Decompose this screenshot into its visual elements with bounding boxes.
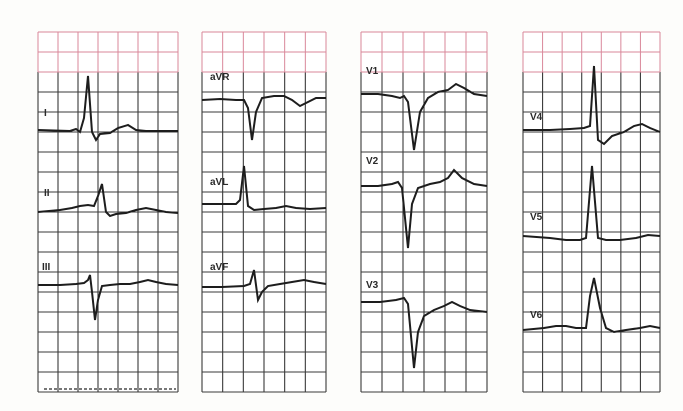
ecg-trace-lead-avl bbox=[202, 165, 327, 212]
panel-limb-leads: I II III bbox=[37, 31, 179, 393]
ecg-trace-lead-ii bbox=[37, 183, 179, 218]
ecg-trace-lead-i bbox=[37, 75, 178, 142]
grid-lines bbox=[360, 31, 488, 393]
lead-label-v2: V2 bbox=[366, 156, 379, 167]
ecg-trace-lead-v3 bbox=[361, 296, 488, 369]
lead-label-i: I bbox=[44, 108, 47, 119]
panel-precordial-v4-v6: V4 V5 V6 bbox=[522, 31, 661, 393]
lead-label-avf: aVF bbox=[210, 262, 228, 273]
lead-label-avl: aVL bbox=[210, 177, 228, 188]
panel-precordial-v1-v3: V1 V2 V3 bbox=[360, 31, 488, 393]
lead-label-v5: V5 bbox=[530, 212, 543, 223]
lead-label-v6: V6 bbox=[530, 310, 543, 321]
ecg-trace-lead-v1 bbox=[361, 82, 488, 151]
ecg-trace-lead-avr bbox=[201, 95, 326, 141]
ecg-trace-lead-v6 bbox=[522, 277, 661, 334]
ecg-trace-lead-v4 bbox=[523, 65, 661, 146]
panel-augmented-leads: aVR aVL aVF bbox=[201, 31, 327, 393]
ecg-trace-lead-avf bbox=[202, 269, 327, 304]
ecg-trace-lead-v2 bbox=[361, 168, 488, 249]
lead-label-v1: V1 bbox=[366, 66, 379, 77]
lead-label-iii: III bbox=[42, 262, 51, 273]
lead-label-ii: II bbox=[44, 188, 50, 199]
lead-label-avr: aVR bbox=[210, 72, 230, 83]
grid-lines bbox=[37, 31, 179, 393]
lead-label-v4: V4 bbox=[530, 112, 543, 123]
grid-lines bbox=[201, 31, 327, 393]
ecg-trace-lead-iii bbox=[38, 274, 179, 321]
lead-label-v3: V3 bbox=[366, 280, 379, 291]
ecg-trace-lead-v5 bbox=[522, 165, 661, 241]
